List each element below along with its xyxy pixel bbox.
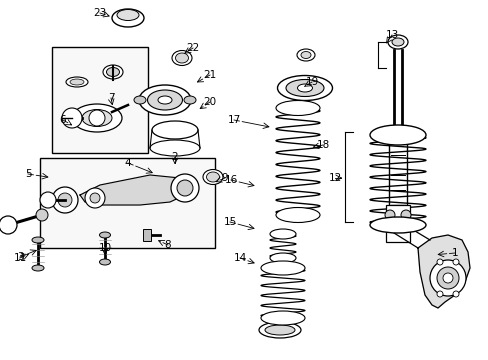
Ellipse shape xyxy=(275,100,319,116)
Circle shape xyxy=(52,187,78,213)
Circle shape xyxy=(400,210,410,220)
Circle shape xyxy=(36,209,48,221)
Ellipse shape xyxy=(391,38,403,46)
Ellipse shape xyxy=(139,85,191,115)
Ellipse shape xyxy=(175,53,188,63)
Ellipse shape xyxy=(32,265,44,271)
Ellipse shape xyxy=(99,259,110,265)
Bar xyxy=(385,205,409,225)
Ellipse shape xyxy=(261,261,305,275)
Ellipse shape xyxy=(269,229,295,239)
Text: 5: 5 xyxy=(24,169,31,179)
Ellipse shape xyxy=(112,9,143,27)
Circle shape xyxy=(436,259,442,265)
Circle shape xyxy=(384,210,394,220)
Text: 19: 19 xyxy=(305,77,318,87)
Text: 22: 22 xyxy=(186,43,199,53)
Text: 6: 6 xyxy=(60,115,66,125)
Ellipse shape xyxy=(152,121,198,139)
Text: 16: 16 xyxy=(224,175,237,185)
Ellipse shape xyxy=(147,90,182,110)
Ellipse shape xyxy=(296,49,314,61)
Ellipse shape xyxy=(183,96,196,104)
Ellipse shape xyxy=(206,172,219,182)
Ellipse shape xyxy=(387,35,407,49)
Ellipse shape xyxy=(297,84,312,92)
Text: 13: 13 xyxy=(385,30,398,40)
Text: 1: 1 xyxy=(451,248,457,258)
Circle shape xyxy=(442,273,452,283)
Text: 9: 9 xyxy=(221,173,228,183)
Ellipse shape xyxy=(259,322,301,338)
Ellipse shape xyxy=(117,9,139,21)
Text: 23: 23 xyxy=(93,8,106,18)
Text: 20: 20 xyxy=(203,97,216,107)
Ellipse shape xyxy=(369,125,425,145)
Ellipse shape xyxy=(264,325,294,335)
Ellipse shape xyxy=(269,253,295,263)
Circle shape xyxy=(40,192,56,208)
Text: 17: 17 xyxy=(227,115,240,125)
Circle shape xyxy=(85,188,105,208)
Text: 15: 15 xyxy=(223,217,236,227)
Circle shape xyxy=(62,108,82,128)
Ellipse shape xyxy=(172,50,192,66)
Ellipse shape xyxy=(72,104,122,132)
Circle shape xyxy=(89,110,105,126)
Ellipse shape xyxy=(203,170,223,184)
Bar xyxy=(40,158,215,248)
Circle shape xyxy=(171,174,199,202)
Ellipse shape xyxy=(301,51,310,58)
Ellipse shape xyxy=(99,232,110,238)
Circle shape xyxy=(0,216,17,234)
Ellipse shape xyxy=(158,96,172,104)
Circle shape xyxy=(436,267,458,289)
Ellipse shape xyxy=(103,65,123,79)
Ellipse shape xyxy=(277,76,332,100)
Circle shape xyxy=(436,291,442,297)
Bar xyxy=(52,47,148,153)
Ellipse shape xyxy=(106,68,119,77)
Circle shape xyxy=(90,193,100,203)
Ellipse shape xyxy=(261,311,305,325)
Circle shape xyxy=(177,180,193,196)
Polygon shape xyxy=(417,235,469,308)
Circle shape xyxy=(452,291,458,297)
Ellipse shape xyxy=(134,96,146,104)
Ellipse shape xyxy=(369,217,425,233)
Ellipse shape xyxy=(66,77,88,87)
Text: 4: 4 xyxy=(124,158,131,168)
Ellipse shape xyxy=(275,207,319,222)
Circle shape xyxy=(452,259,458,265)
Polygon shape xyxy=(80,175,190,205)
Ellipse shape xyxy=(82,109,112,126)
Ellipse shape xyxy=(70,79,84,85)
Text: 12: 12 xyxy=(328,173,341,183)
Text: 21: 21 xyxy=(203,70,216,80)
Circle shape xyxy=(58,193,72,207)
Text: 11: 11 xyxy=(13,253,26,263)
Text: 18: 18 xyxy=(316,140,329,150)
Text: 8: 8 xyxy=(164,240,171,250)
Bar xyxy=(385,228,409,242)
Text: 14: 14 xyxy=(233,253,246,263)
Text: 2: 2 xyxy=(171,152,178,162)
Ellipse shape xyxy=(32,237,44,243)
Bar xyxy=(142,229,151,241)
Text: 3: 3 xyxy=(17,252,23,262)
Ellipse shape xyxy=(285,80,324,96)
Text: 10: 10 xyxy=(98,243,111,253)
Circle shape xyxy=(429,260,465,296)
Text: 7: 7 xyxy=(107,93,114,103)
